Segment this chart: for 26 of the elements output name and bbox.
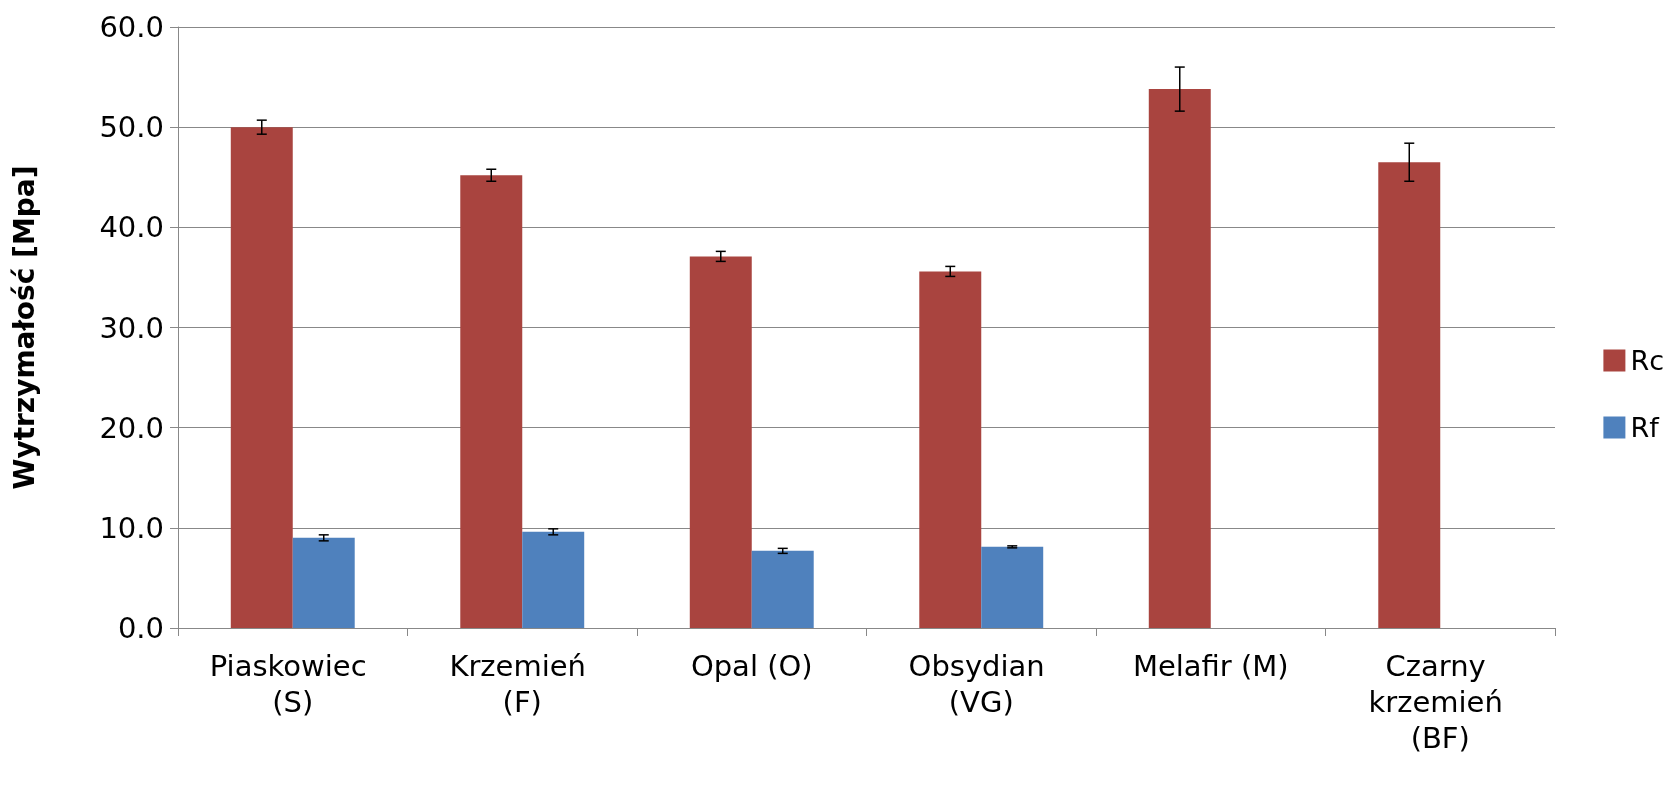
bar <box>1148 89 1211 628</box>
bar <box>292 537 355 628</box>
bar <box>230 127 293 628</box>
bar <box>689 256 752 628</box>
y-tick-label: 60.0 <box>99 10 164 44</box>
y-tick-label: 20.0 <box>99 410 164 445</box>
bar <box>460 175 523 628</box>
x-tick-label: Opal (O) <box>690 649 813 683</box>
bar <box>1378 162 1441 628</box>
x-tick-label: Obsydian (VG) <box>908 649 1054 719</box>
legend-label: Rf <box>1630 412 1661 443</box>
legend-label: Rc <box>1630 345 1664 376</box>
bar <box>751 550 814 628</box>
x-tick-label: Melafir (M) <box>1132 649 1289 683</box>
bar <box>522 531 585 628</box>
bar <box>981 546 1044 628</box>
y-axis-title: Wytrzymałość [Mpa] <box>7 165 41 490</box>
x-tick-label: Piaskowiec (S) <box>209 649 376 719</box>
y-tick-label: 30.0 <box>99 310 164 345</box>
y-tick-label: 0.0 <box>117 611 164 645</box>
x-tick-label: Czarny krzemień (BF) <box>1368 649 1513 755</box>
y-tick-label: 40.0 <box>99 210 164 245</box>
y-tick-label: 10.0 <box>99 510 164 545</box>
x-tick-label: Krzemień (F) <box>449 649 596 719</box>
y-tick-label: 50.0 <box>99 110 164 145</box>
bar <box>919 271 982 628</box>
